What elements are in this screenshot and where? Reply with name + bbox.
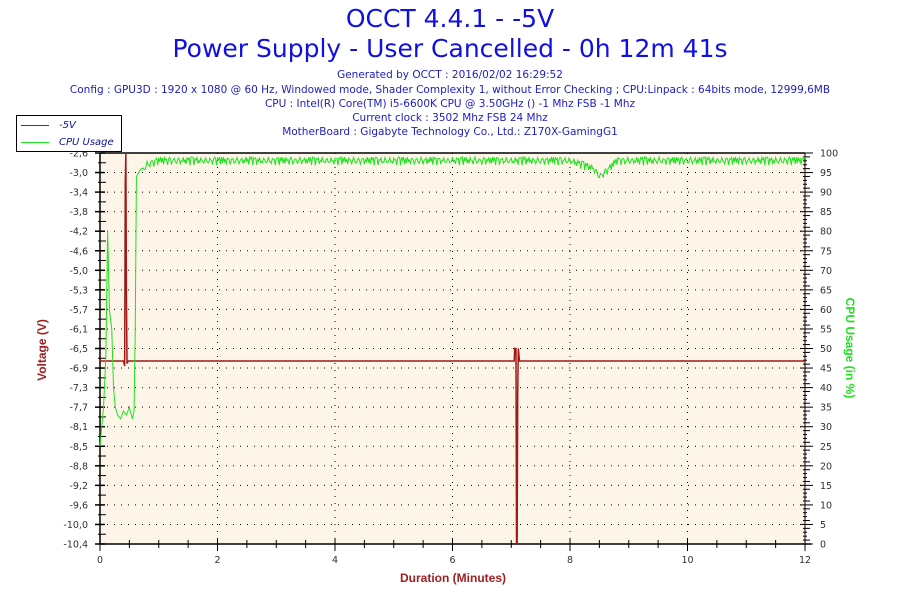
y2-tick-label: 65 [820,285,832,296]
y-tick-label: -4,6 [69,246,88,257]
x-tick-label: 6 [449,555,455,566]
legend-label: -5V [59,119,76,131]
y-tick-label: -6,1 [69,324,88,335]
y-tick-label: -5,7 [69,305,88,316]
clock-info: Current clock : 3502 Mhz FSB 24 Mhz [352,112,548,124]
chart-subtitle: Power Supply - User Cancelled - 0h 12m 4… [172,34,728,63]
cpu-usage-line [99,154,806,447]
x-tick-label: 10 [681,555,693,566]
y-tick-label: -8,1 [69,422,88,433]
x-tick-label: 8 [567,555,573,566]
y2-axis-title: CPU Usage (in %) [843,297,857,399]
y2-tick-label: 90 [820,188,832,199]
y2-tick-label: 55 [820,324,832,335]
x-tick-label: 12 [799,555,811,566]
y2-tick-label: 15 [820,481,832,492]
y2-tick-label: 75 [820,246,832,257]
y2-tick-label: 85 [820,207,832,218]
config-info: Config : GPU3D : 1920 x 1080 @ 60 Hz, Wi… [69,84,831,96]
y-tick-label: -10,4 [63,540,88,551]
y-tick-label: -6,5 [69,344,88,355]
y2-tick-label: 45 [820,364,832,375]
y2-tick-label: 60 [820,305,832,316]
y2-tick-label: 30 [820,422,832,433]
y2-tick-label: 40 [820,383,832,394]
y-tick-label: -3,4 [69,188,88,199]
y2-tick-label: 80 [820,227,832,238]
y-tick-label: -3,8 [69,207,88,218]
y-tick-label: -6,9 [69,364,88,375]
x-axis-title: Duration (Minutes) [400,571,506,585]
y2-tick-label: 35 [820,403,832,414]
legend-item-cpu: CPU Usage [17,135,114,149]
y-tick-label: -8,8 [69,461,88,472]
legend-item-voltage: -5V [17,118,76,132]
y-tick-label: -7,3 [69,383,88,394]
y2-tick-label: 70 [820,266,832,277]
y2-tick-label: 10 [820,500,832,511]
motherboard-info: MotherBoard : Gigabyte Technology Co., L… [282,126,618,138]
cpu-swatch-icon [21,141,49,143]
y2-tick-label: 95 [820,168,832,179]
voltage-line [100,152,805,545]
x-tick-label: 4 [332,555,338,566]
x-tick-label: 0 [97,555,103,566]
legend-label: CPU Usage [59,136,114,148]
y2-tick-label: 100 [820,149,838,160]
y-tick-label: -8,5 [69,442,88,453]
voltage-swatch-icon [21,124,49,126]
y-tick-label: -9,2 [69,481,88,492]
y-tick-label: -5,0 [69,266,88,277]
y2-tick-label: 0 [820,540,826,551]
y2-tick-label: 25 [820,442,832,453]
y-tick-label: -7,7 [69,403,88,414]
y2-tick-label: 20 [820,461,832,472]
legend: -5V CPU Usage [16,115,122,152]
y-axis-title: Voltage (V) [35,319,49,381]
y2-tick-label: 50 [820,344,832,355]
cpu-info: CPU : Intel(R) Core(TM) i5-6600K CPU @ 3… [264,98,636,110]
chart-title: OCCT 4.4.1 - -5V [345,4,555,33]
generated-info: Generated by OCCT : 2016/02/02 16:29:52 [337,69,563,81]
y-tick-label: -4,2 [69,227,88,238]
y-tick-label: -3,0 [69,168,88,179]
y-tick-label: -5,3 [69,285,88,296]
y-tick-label: -2,6 [69,149,88,160]
y2-tick-label: 5 [820,520,826,531]
y-tick-label: -9,6 [69,500,88,511]
x-tick-label: 2 [214,555,220,566]
y-tick-label: -10,0 [63,520,88,531]
